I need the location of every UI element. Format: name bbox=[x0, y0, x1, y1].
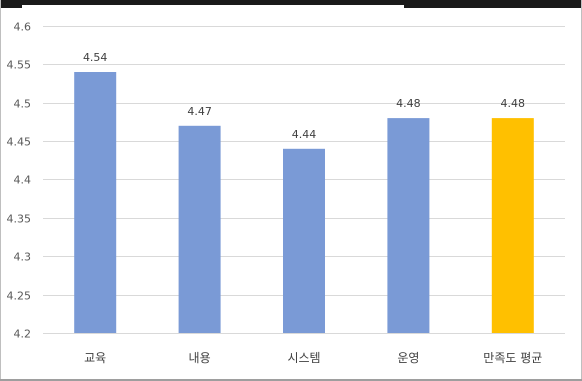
data-labels: 4.54 4.47 4.44 4.48 4.48 bbox=[83, 51, 525, 141]
data-label: 4.44 bbox=[292, 128, 317, 141]
x-category-label: 시스템 bbox=[287, 351, 320, 365]
bar bbox=[178, 125, 221, 333]
frame-left-border bbox=[0, 0, 1, 381]
x-category-label: 운영 bbox=[397, 351, 419, 365]
x-axis-category-labels: 교육 내용 시스템 운영 만족도 평균 bbox=[84, 351, 542, 365]
frame-bottom-border bbox=[0, 379, 582, 381]
x-category-label: 교육 bbox=[84, 351, 106, 365]
y-tick-label: 4.5 bbox=[14, 98, 32, 111]
y-tick-label: 4.4 bbox=[14, 174, 32, 187]
y-tick-label: 4.3 bbox=[14, 251, 32, 264]
bar bbox=[283, 148, 325, 333]
x-category-label: 만족도 평균 bbox=[483, 351, 542, 365]
y-tick-label: 4.2 bbox=[14, 328, 32, 341]
y-tick-label: 4.55 bbox=[7, 59, 32, 72]
frame-top-notch-left bbox=[0, 5, 22, 8]
y-axis-tick-labels: 4.2 4.25 4.3 4.35 4.4 4.45 4.5 4.55 4.6 bbox=[7, 21, 32, 341]
data-label: 4.48 bbox=[396, 97, 421, 110]
y-tick-label: 4.45 bbox=[7, 136, 32, 149]
data-label: 4.47 bbox=[187, 105, 212, 118]
x-category-label: 내용 bbox=[189, 351, 211, 365]
y-tick-label: 4.35 bbox=[7, 213, 32, 226]
bars bbox=[74, 72, 534, 333]
bar bbox=[74, 72, 117, 333]
y-tick-label: 4.25 bbox=[7, 290, 32, 303]
bar bbox=[491, 118, 534, 333]
data-label: 4.54 bbox=[83, 51, 108, 64]
bar bbox=[387, 118, 430, 333]
frame-top-border bbox=[0, 0, 582, 5]
y-tick-label: 4.6 bbox=[14, 21, 32, 34]
frame-top-notch-right bbox=[404, 5, 582, 8]
data-label: 4.48 bbox=[501, 97, 526, 110]
